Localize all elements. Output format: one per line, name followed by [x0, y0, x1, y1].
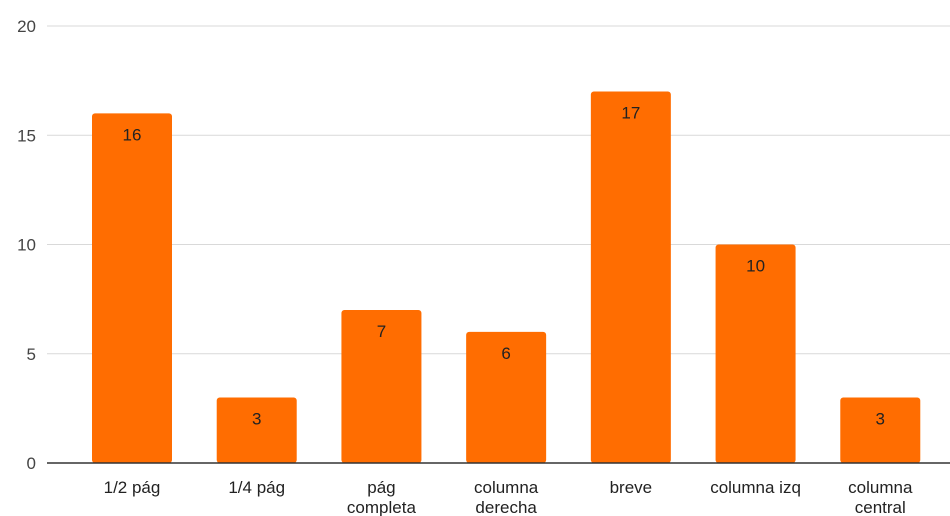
- bar: [216, 397, 297, 463]
- bar: [92, 113, 172, 464]
- data-label: 3: [252, 409, 261, 428]
- y-tick-label: 5: [27, 345, 36, 364]
- bar-layer: [92, 91, 921, 464]
- bar: [715, 244, 796, 463]
- x-tick-label: central: [855, 498, 906, 516]
- x-tick-label: breve: [610, 478, 653, 497]
- bar: [590, 91, 671, 464]
- data-label: 7: [377, 322, 386, 341]
- y-tick-label: 10: [17, 236, 36, 255]
- bar: [466, 331, 547, 463]
- y-tick-label: 15: [17, 126, 36, 145]
- data-label: 10: [746, 257, 765, 276]
- bar: [840, 397, 921, 463]
- grid-layer: [47, 25, 950, 355]
- y-tick-label: 0: [27, 454, 36, 473]
- x-tick-label: 1/2 pág: [104, 478, 161, 497]
- y-tick-label: 20: [17, 17, 36, 36]
- x-tick-label: columna: [474, 478, 539, 497]
- data-label: 3: [876, 409, 885, 428]
- data-label: 16: [123, 125, 142, 144]
- x-tick-label: columna izq: [710, 478, 801, 497]
- x-tick-label: derecha: [475, 498, 537, 516]
- x-tick-label: 1/4 pág: [228, 478, 285, 497]
- x-tick-label: pág: [367, 478, 395, 497]
- data-label: 17: [621, 104, 640, 123]
- data-label: 6: [501, 344, 510, 363]
- x-tick-label: completa: [347, 498, 417, 516]
- x-tick-label: columna: [848, 478, 913, 497]
- bar: [341, 310, 422, 463]
